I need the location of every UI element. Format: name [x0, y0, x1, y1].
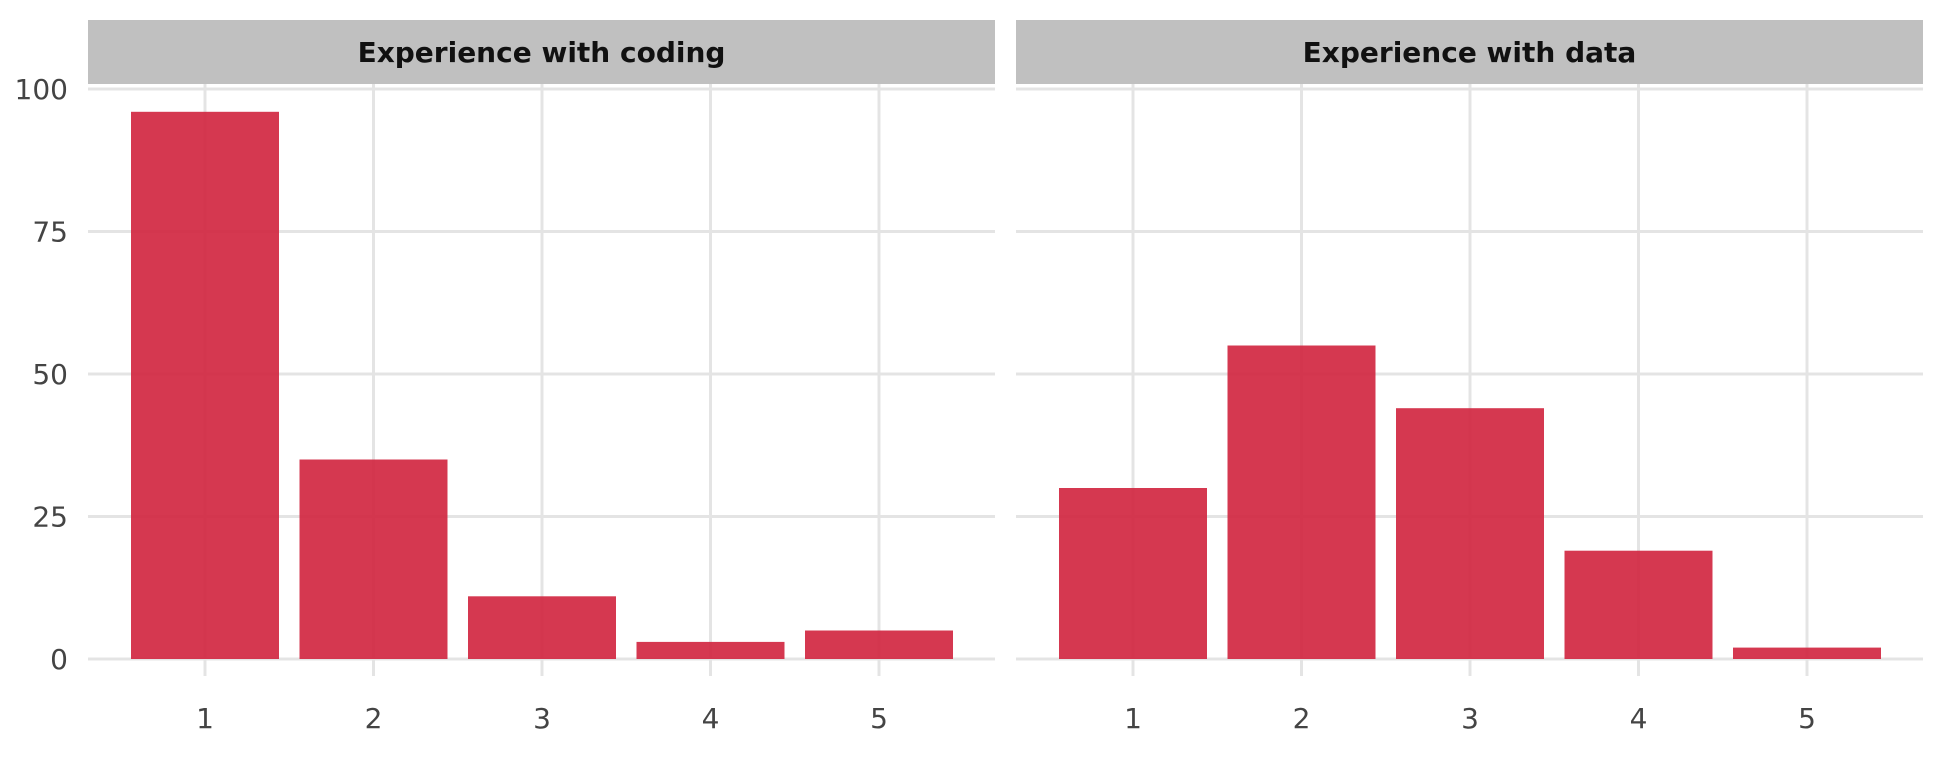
y-tick-label: 0: [50, 643, 68, 676]
bar-4: [1564, 550, 1713, 659]
y-tick-label: 100: [15, 73, 68, 106]
x-tick-label: 2: [1293, 702, 1311, 735]
bar-3: [468, 596, 616, 659]
facet-strip: [88, 20, 995, 84]
bar-3: [1396, 408, 1544, 659]
facet-title: Experience with coding: [358, 36, 726, 69]
facet-strip: [1016, 20, 1923, 84]
x-tick-label: 4: [702, 702, 720, 735]
y-tick-label: 25: [32, 501, 68, 534]
x-tick-label: 3: [1461, 702, 1479, 735]
x-tick-label: 5: [870, 702, 888, 735]
x-tick-label: 3: [533, 702, 551, 735]
x-tick-label: 1: [196, 702, 214, 735]
x-tick-label: 5: [1798, 702, 1816, 735]
y-tick-label: 50: [32, 358, 68, 391]
facet-panel-1: Experience with coding 1 2 3 4 5: [88, 20, 995, 735]
x-tick-label: 2: [365, 702, 383, 735]
x-tick-label: 1: [1124, 702, 1142, 735]
bar-2: [1227, 345, 1376, 659]
bar-1: [1059, 488, 1207, 659]
bar-5: [805, 630, 953, 659]
facet-panel-2: Experience with data 1 2 3 4 5: [1016, 20, 1923, 735]
bar-2: [299, 459, 448, 659]
x-tick-label: 4: [1630, 702, 1648, 735]
facet-title: Experience with data: [1303, 36, 1637, 69]
bar-5: [1733, 647, 1881, 659]
y-tick-label: 75: [32, 216, 68, 249]
bar-1: [131, 111, 279, 660]
bar-4: [636, 641, 785, 659]
